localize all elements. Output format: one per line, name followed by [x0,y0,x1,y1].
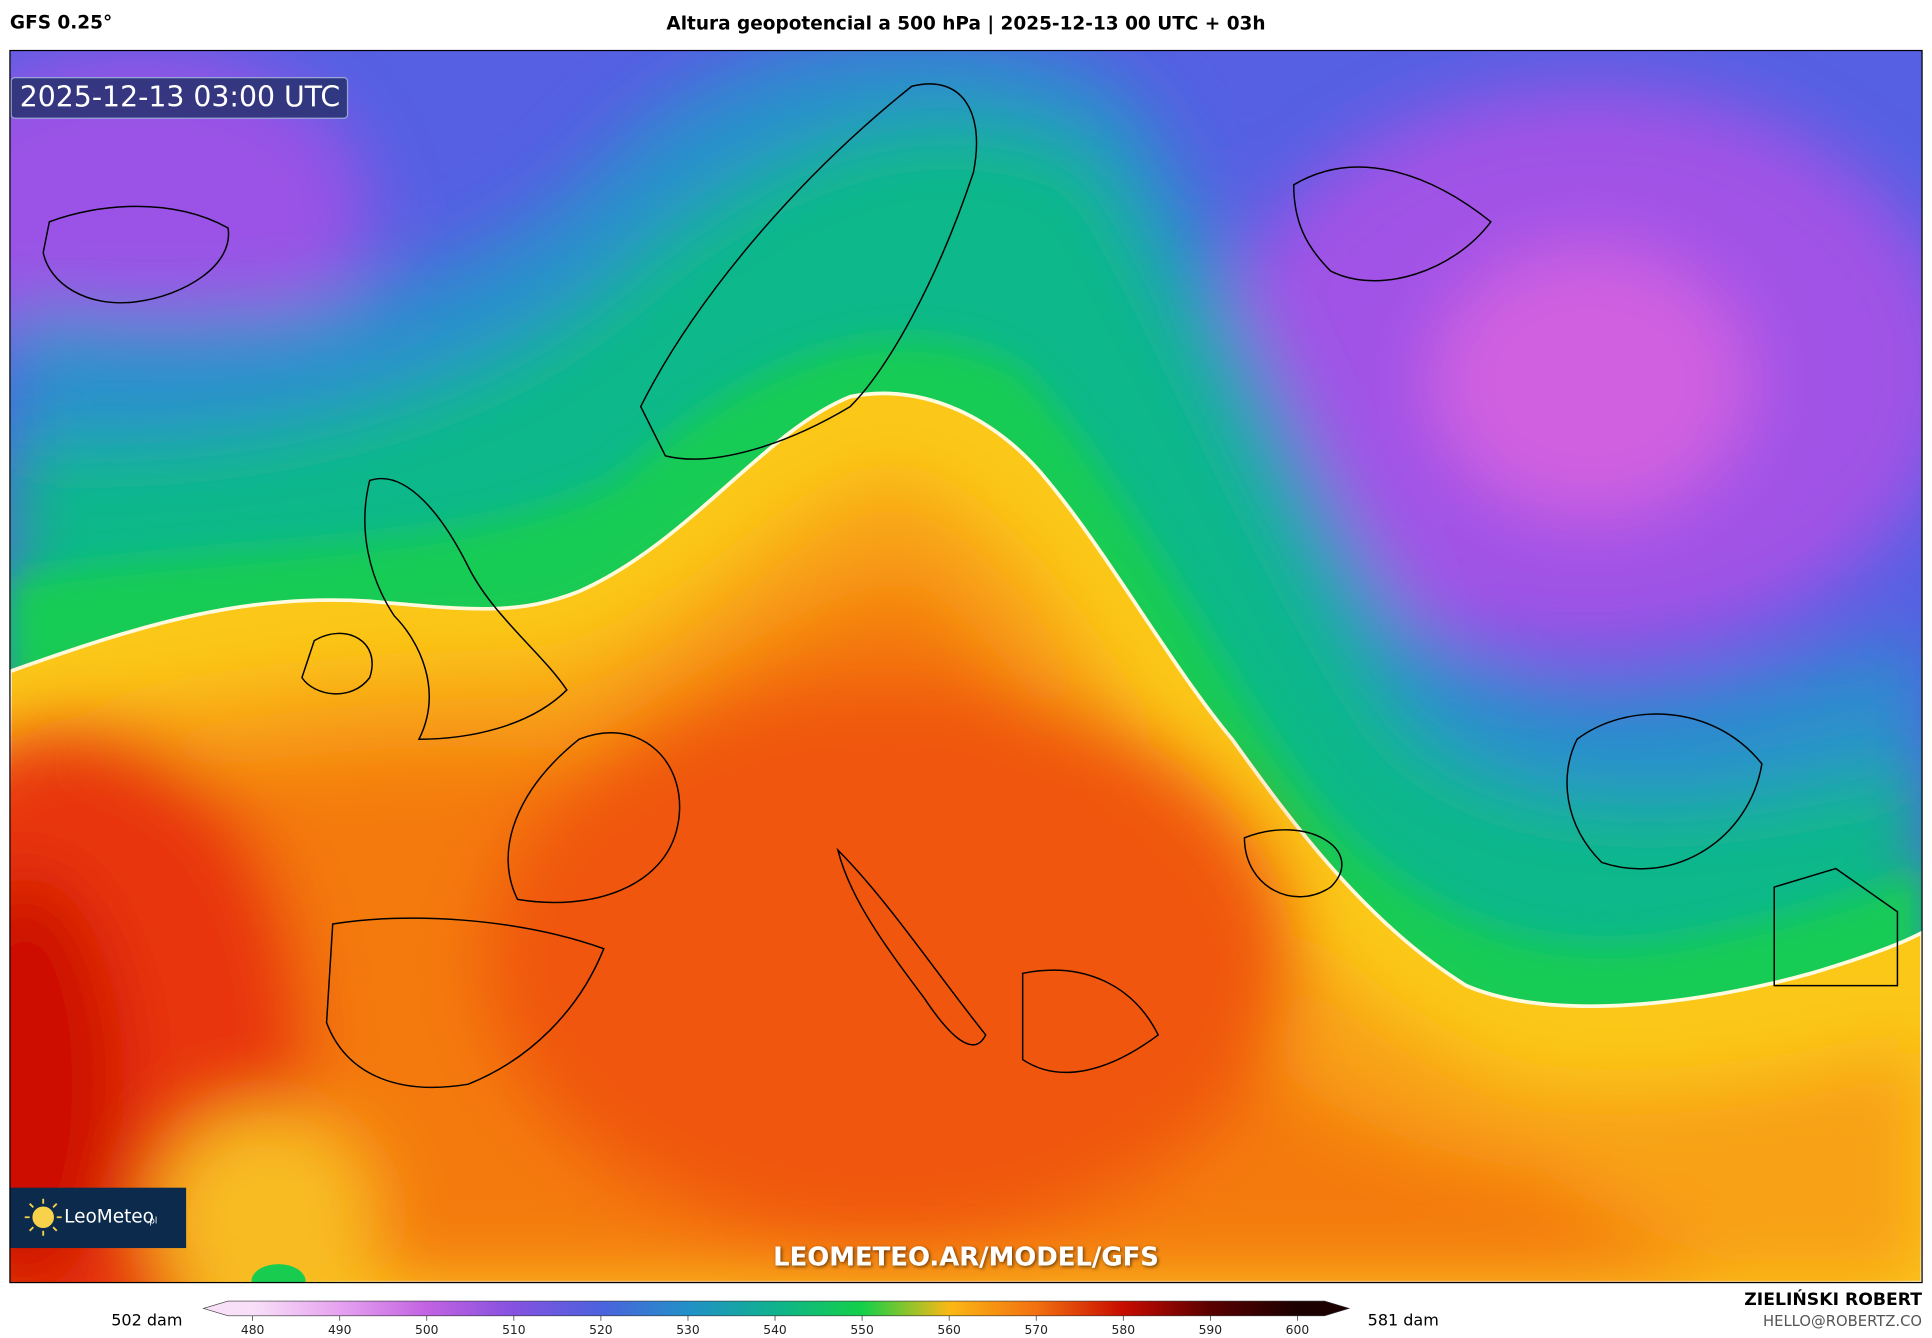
colorbar-max-label: 581 dam [1368,1310,1439,1329]
colorbar-tick-label: 570 [1024,1323,1048,1337]
map-frame [9,49,1923,1284]
colorbar-tick-label: 510 [502,1323,526,1337]
colorbar [203,1301,1350,1316]
timestamp: 2025-12-13 03:00 UTC [20,81,340,114]
colorbar-tick-label: 600 [1286,1323,1310,1337]
colorbar-tick-label: 520 [589,1323,613,1337]
author: ZIELIŃSKI ROBERT [1744,1288,1922,1310]
green-spot [251,1264,306,1283]
colorbar-tick-label: 530 [676,1323,700,1337]
colorbar-tick-label: 590 [1199,1323,1223,1337]
email: HELLO@ROBERTZ.CO [1763,1313,1922,1330]
colorbar-tick-label: 480 [241,1323,265,1337]
colorbar-tick-label: 580 [1112,1323,1136,1337]
watermark: LEOMETEO.AR/MODEL/GFS [773,1242,1159,1272]
coastlines [42,83,1899,1088]
map-area: 2025-12-13 03:00 UTC LeoMeteo .pl LEOMET… [9,50,1923,1283]
warm-shading [9,480,1923,1283]
map-title: Altura geopotencial a 500 hPa | 2025-12-… [666,14,1265,35]
logo-suffix: .pl [147,1216,158,1226]
colorbar-tick-label: 550 [850,1323,874,1337]
colorbar-tick-label: 490 [328,1323,352,1337]
logo-sun [24,1198,62,1236]
model-label: GFS 0.25° [10,12,112,33]
timestamp-box [10,77,349,119]
colorbar-tick-label: 540 [763,1323,787,1337]
colorbar-tick-label: 500 [415,1323,439,1337]
colorbar-min-label: 502 dam [111,1310,182,1329]
logo-text: LeoMeteo [64,1206,154,1227]
colorbar-tick-label: 560 [937,1323,961,1337]
colorbar-outline [202,1300,1351,1317]
